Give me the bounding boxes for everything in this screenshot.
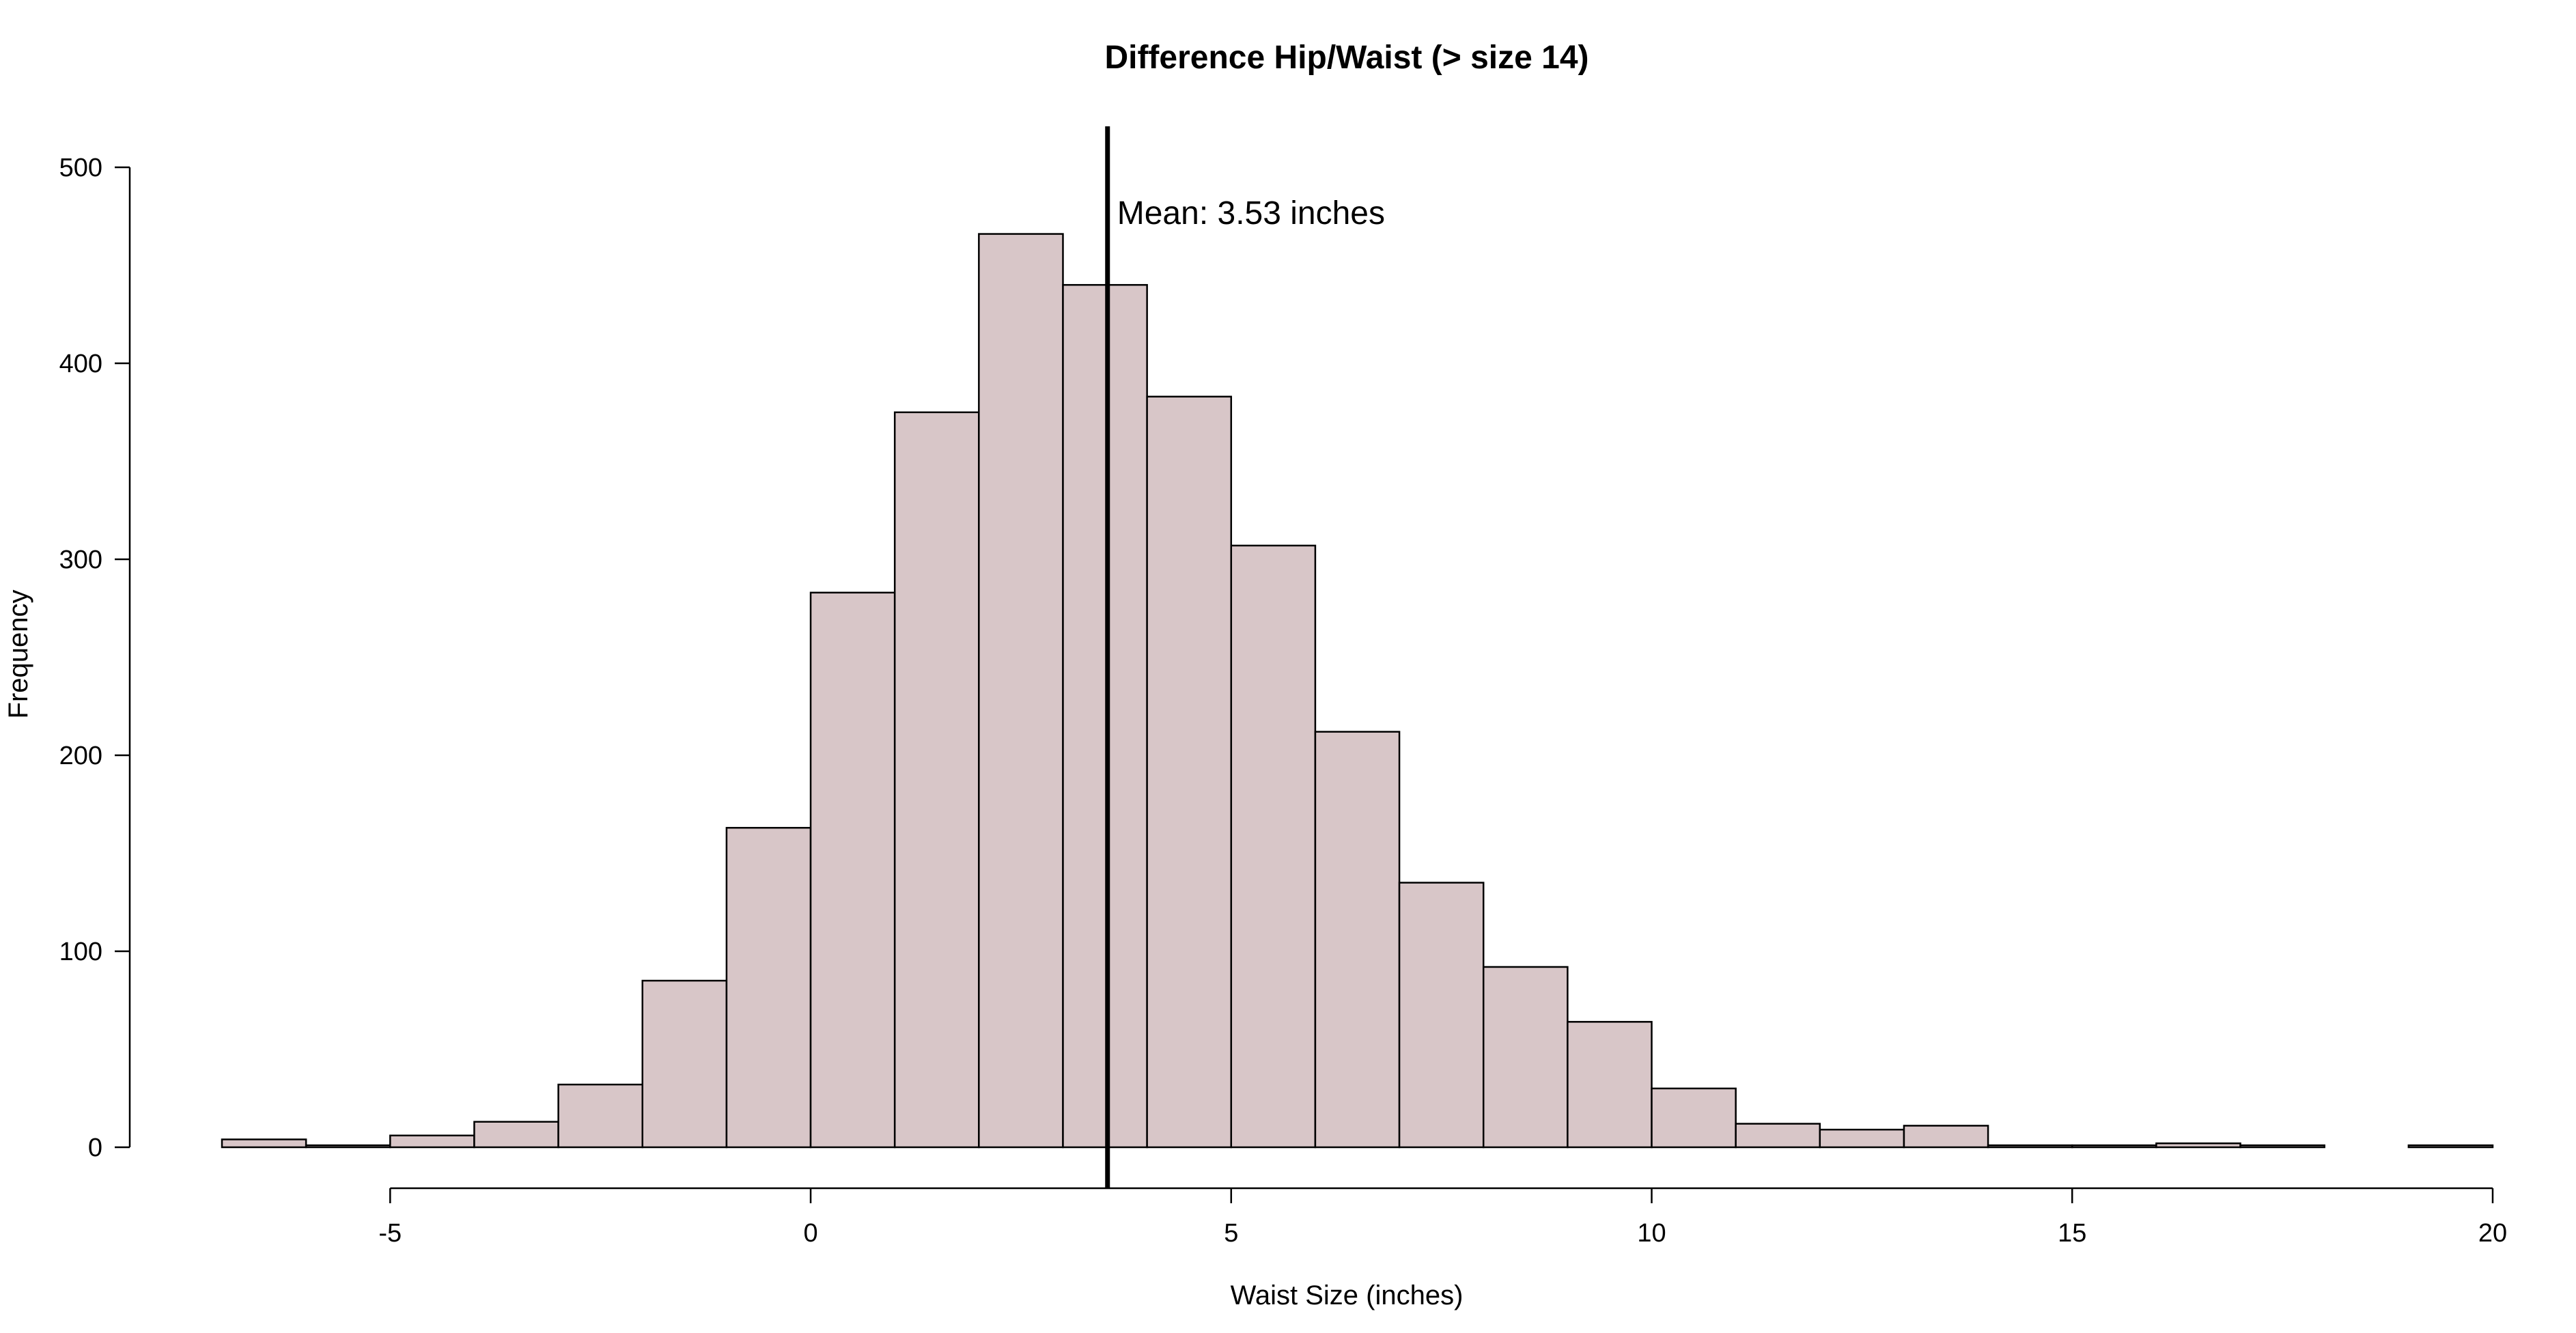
y-tick-label: 200	[59, 742, 102, 770]
histogram-bar	[809, 591, 896, 1149]
histogram-bar	[1062, 283, 1148, 1149]
y-tick-label: 0	[88, 1134, 102, 1162]
y-axis-label: Frequency	[3, 590, 33, 719]
histogram-bar	[1230, 544, 1317, 1149]
mean-annotation: Mean: 3.53 inches	[1117, 195, 1385, 231]
histogram-bar	[1567, 1021, 1653, 1149]
histogram-bar	[473, 1121, 559, 1149]
x-tick-label: 0	[803, 1219, 817, 1248]
y-tick-label: 400	[59, 350, 102, 378]
y-axis: 0 100 200 300 400 500	[59, 154, 131, 1162]
x-tick-label: 10	[1637, 1219, 1666, 1248]
histogram-bar	[1819, 1128, 1905, 1149]
histogram-bar	[641, 979, 728, 1149]
bars-group	[221, 233, 2494, 1149]
x-tick-label: 15	[2058, 1219, 2086, 1248]
chart-title: Difference Hip/Waist (> size 14)	[1104, 40, 1588, 76]
histogram-bar	[305, 1144, 391, 1149]
y-tick-label: 500	[59, 154, 102, 182]
histogram-bar	[2407, 1144, 2494, 1149]
histogram-bar	[1482, 966, 1569, 1149]
histogram-bar	[1314, 731, 1401, 1149]
histogram-bar	[1903, 1125, 1989, 1149]
y-tick-label: 300	[59, 546, 102, 574]
x-tick-label: -5	[378, 1219, 402, 1248]
histogram-bar	[1987, 1144, 2073, 1149]
histogram-bar	[725, 826, 812, 1149]
histogram-bar	[978, 233, 1064, 1149]
histogram-bar	[1146, 395, 1233, 1149]
y-tick-label: 100	[59, 938, 102, 966]
histogram-bar	[2239, 1144, 2325, 1149]
histogram-bar	[389, 1134, 475, 1149]
x-tick-label: 5	[1224, 1219, 1238, 1248]
histogram-bar	[221, 1138, 307, 1149]
histogram-bar	[557, 1083, 643, 1149]
x-axis: -5 0 5 10 15 20	[378, 1187, 2507, 1248]
histogram-bar	[2071, 1144, 2157, 1149]
x-axis-label: Waist Size (inches)	[1231, 1280, 1464, 1310]
histogram-bar	[1735, 1123, 1821, 1149]
histogram-bar	[2155, 1142, 2241, 1149]
x-tick-label: 20	[2478, 1219, 2507, 1248]
histogram-bar	[1651, 1087, 1737, 1149]
histogram-bar	[893, 411, 980, 1149]
histogram-bar	[1398, 882, 1485, 1149]
